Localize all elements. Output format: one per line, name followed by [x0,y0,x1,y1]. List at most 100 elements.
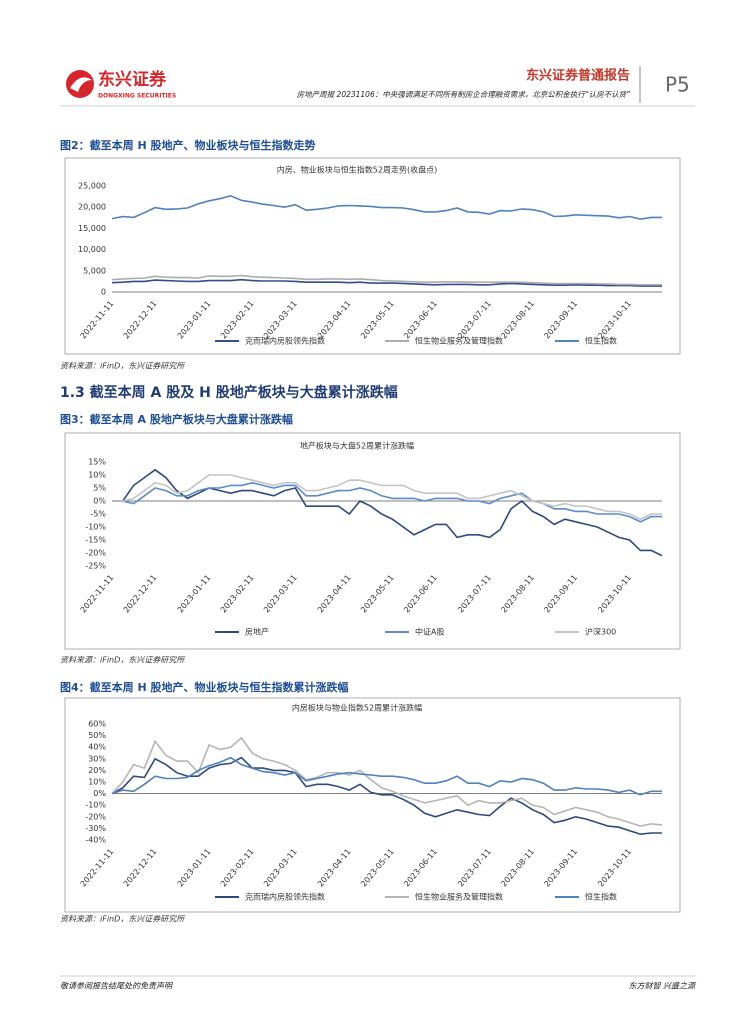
figure-caption: 图2：截至本周 H 股地产、物业板块与恒生指数走势 [60,138,316,152]
x-tick-label: 2023-05-11 [359,847,396,888]
y-tick-label: 20,000 [78,203,106,212]
x-tick-label: 2022-11-11 [79,573,116,614]
y-tick-label: 15,000 [78,224,106,233]
x-tick-label: 2023-04-11 [316,847,353,888]
y-tick-label: -10% [85,523,106,532]
x-tick-label: 2023-06-11 [402,847,439,888]
x-tick-label: 2023-02-11 [219,847,256,888]
y-tick-label: 0% [93,789,106,798]
y-tick-label: -5% [90,510,106,519]
legend-label: 恒生指数 [585,336,617,346]
y-tick-label: -10% [85,801,106,810]
y-tick-label: 25,000 [78,182,106,191]
figure-source: 资料来源：iFinD，东兴证券研究所 [60,362,186,371]
x-tick-label: 2022-12-11 [122,299,159,340]
legend-label: 沪深300 [585,627,616,637]
y-tick-label: 30% [88,754,106,763]
report-title: 房地产周报 20231106：中央强调满足不同所有制房企合理融资需求，北京公积金… [297,90,630,99]
x-tick-label: 2023-02-11 [219,573,256,614]
figure-source: 资料来源：iFinD，东兴证券研究所 [60,656,186,665]
report-type: 东兴证券普通报告 [526,68,630,84]
y-tick-label: -20% [85,549,106,558]
x-tick-label: 2022-11-11 [79,299,116,340]
chart-title: 内房板块与物业指数52周累计涨跌幅 [292,703,422,713]
chart-title: 地产板块与大盘52周累计涨跌幅 [300,441,414,451]
y-tick-label: 5,000 [83,266,106,275]
y-tick-label: 0% [93,497,106,506]
y-tick-label: 10% [88,471,106,480]
x-tick-label: 2023-03-11 [262,299,299,340]
y-tick-label: 50% [88,731,106,740]
y-tick-label: 0 [101,288,106,297]
section-title: 1.3 截至本周 A 股及 H 股地产板块与大盘累计涨跌幅 [60,384,398,401]
page-number: P5 [665,73,690,97]
series-line [111,736,663,827]
footer-right: 东方财智 兴盛之源 [628,982,697,991]
x-tick-label: 2023-07-11 [456,847,493,888]
x-tick-label: 2023-09-11 [542,847,579,888]
y-tick-label: -25% [85,562,106,571]
y-tick-label: 15% [88,458,106,467]
x-tick-label: 2023-04-11 [316,299,353,340]
x-tick-label: 2022-12-11 [122,847,159,888]
x-tick-label: 2023-06-11 [402,299,439,340]
figure-source: 资料来源：iFinD，东兴证券研究所 [60,915,186,924]
x-tick-label: 2023-03-11 [262,847,299,888]
legend-label: 房地产 [245,627,269,637]
x-tick-label: 2023-08-11 [499,847,536,888]
legend-label: 克而瑞内房股领先指数 [245,892,325,902]
x-tick-label: 2023-10-11 [596,573,633,614]
series-line [111,756,662,836]
legend-label: 恒生物业服务及管理指数 [415,892,503,902]
chart-title: 内房、物业板块与恒生指数52周走势(收盘点) [277,165,437,175]
figure-caption: 图3：截至本周 A 股地产板块与大盘累计涨跌幅 [60,412,293,426]
chart-frame [64,697,681,913]
y-tick-label: 10,000 [78,245,106,254]
x-tick-label: 2023-06-11 [402,573,439,614]
y-tick-label: 40% [88,743,106,752]
y-tick-label: -15% [85,536,106,545]
series-line [112,468,663,557]
x-tick-label: 2023-10-11 [596,299,633,340]
x-tick-label: 2023-01-11 [176,299,213,340]
x-tick-label: 2023-08-11 [499,573,536,614]
logo: 东兴证券 DONGXING SECURITIES [66,69,176,100]
x-tick-label: 2023-05-11 [359,299,396,340]
y-tick-label: 5% [93,484,106,493]
logo-en: DONGXING SECURITIES [98,93,176,100]
legend-label: 中证A股 [415,627,444,637]
y-tick-label: 20% [88,766,106,775]
y-tick-label: 60% [88,720,106,729]
legend-label: 恒生指数 [585,892,617,902]
x-tick-label: 2023-08-11 [499,299,536,340]
x-tick-label: 2023-05-11 [359,573,396,614]
x-tick-label: 2023-09-11 [542,299,579,340]
x-tick-label: 2023-07-11 [456,299,493,340]
series-line [112,474,662,521]
legend-label: 恒生物业服务及管理指数 [415,336,503,346]
chart-frame [64,157,681,355]
series-line [111,274,662,286]
logo-cn: 东兴证券 [98,69,167,90]
y-tick-label: -20% [85,812,106,821]
x-tick-label: 2023-10-11 [596,847,633,888]
figure-caption: 图4：截至本周 H 股地产、物业板块与恒生指数累计涨跌幅 [60,680,349,694]
footer-left: 敬请参阅报告结尾处的免责声明 [60,982,174,991]
legend-label: 克而瑞内房股领先指数 [245,336,325,346]
x-tick-label: 2023-01-11 [176,573,213,614]
logo-swirl [70,77,92,92]
x-tick-label: 2022-11-11 [79,847,116,888]
x-tick-label: 2023-07-11 [456,573,493,614]
x-tick-label: 2023-09-11 [542,573,579,614]
y-tick-label: -30% [85,824,106,833]
x-tick-label: 2022-12-11 [122,573,159,614]
y-tick-label: 10% [88,778,106,787]
x-tick-label: 2023-02-11 [219,299,256,340]
series-line [111,278,662,287]
series-line [111,194,662,220]
x-tick-label: 2023-03-11 [262,573,299,614]
y-tick-label: -40% [85,836,106,845]
x-tick-label: 2023-01-11 [176,847,213,888]
x-tick-label: 2023-04-11 [316,573,353,614]
